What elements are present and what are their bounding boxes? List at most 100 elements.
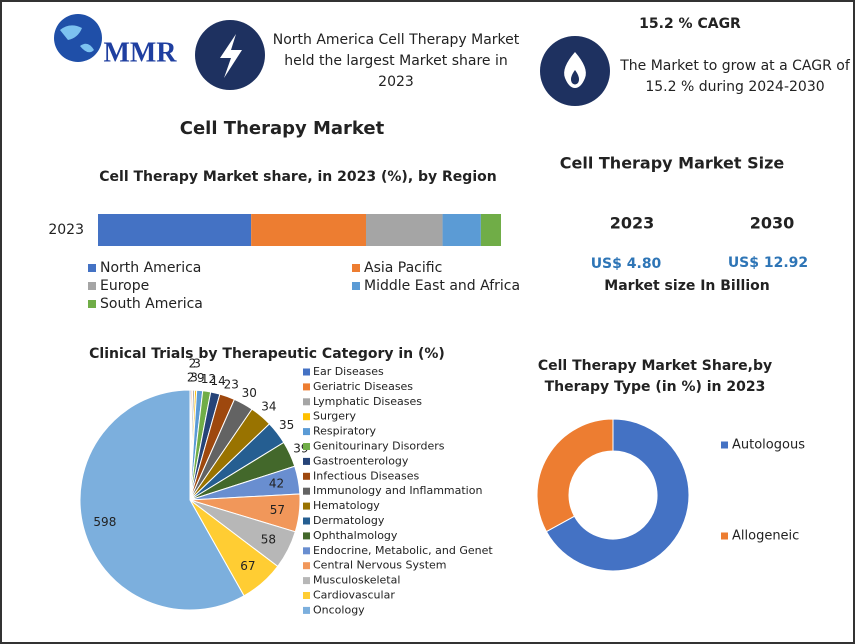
logo-text: MMR: [103, 37, 177, 68]
chart-title: Clinical Trials by Therapeutic Category …: [89, 346, 445, 362]
legend-label: Genitourinary Disorders: [313, 440, 445, 453]
legend-swatch: [303, 428, 310, 436]
legend-label: Immunology and Inflammation: [313, 484, 482, 497]
donut-slice: [536, 418, 614, 533]
legend-label: Respiratory: [313, 425, 377, 438]
legend-swatch: [303, 606, 310, 614]
legend-label: Endocrine, Metabolic, and Genet: [313, 544, 493, 557]
highlight-icon: [195, 20, 265, 90]
legend-swatch: [303, 413, 310, 421]
legend-swatch: [303, 368, 310, 376]
legend-swatch: [303, 517, 310, 525]
legend-swatch: [352, 264, 360, 272]
cagr-icon: [540, 36, 610, 106]
highlight-line: 2023: [378, 74, 414, 90]
legend-swatch: [721, 532, 728, 540]
legend-label: Cardiovascular: [313, 589, 395, 602]
legend-swatch: [303, 472, 310, 480]
market-size-title: Cell Therapy Market Size: [560, 154, 785, 173]
legend-label: Ear Diseases: [313, 365, 384, 378]
cagr-text: The Market to grow at a CAGR of: [619, 58, 851, 74]
globe: [54, 14, 102, 62]
pie-slice: [79, 389, 245, 611]
legend-label: Surgery: [313, 410, 357, 423]
legend-swatch: [303, 398, 310, 406]
legend-swatch: [303, 577, 310, 585]
data-label: 9: [197, 371, 205, 385]
legend-swatch: [303, 487, 310, 495]
legend-swatch: [303, 457, 310, 465]
bar-segment: [442, 214, 481, 246]
legend-label: Ophthalmology: [313, 529, 398, 542]
cagr-title: 15.2 % CAGR: [639, 16, 741, 32]
legend-swatch: [88, 282, 96, 290]
year: 2030: [750, 214, 795, 233]
legend-label: Europe: [100, 278, 149, 294]
flame: [564, 52, 586, 88]
data-label: 2: [187, 371, 195, 385]
highlight-line: held the largest Market share in: [284, 53, 507, 69]
legend-swatch: [303, 562, 310, 570]
legend-label: Asia Pacific: [364, 260, 442, 276]
legend-label: Middle East and Africa: [364, 278, 520, 294]
legend-swatch: [303, 532, 310, 540]
data-label: 12: [201, 372, 216, 386]
chart-title: Therapy Type (in %) in 2023: [545, 379, 766, 395]
year: 2023: [610, 214, 655, 233]
data-label: 34: [261, 399, 276, 413]
market-note: Market size In Billion: [604, 278, 769, 294]
legend-swatch: [303, 383, 310, 391]
legend-label: Oncology: [313, 603, 365, 616]
legend-swatch: [303, 502, 310, 510]
category-label: 2023: [48, 222, 84, 238]
data-label: 30: [242, 386, 257, 400]
legend-swatch: [303, 592, 310, 599]
legend-label: Allogeneic: [732, 529, 799, 544]
data-label: 14: [210, 374, 225, 388]
data-label: 23: [224, 378, 239, 392]
legend-swatch: [352, 282, 360, 290]
data-label: 58: [261, 532, 276, 546]
legend-swatch: [303, 443, 310, 450]
cagr-text: 15.2 % during 2024-2030: [645, 79, 824, 95]
highlight-line: North America Cell Therapy Market: [273, 32, 520, 48]
data-label: 2: [189, 357, 197, 371]
legend-swatch: [303, 547, 310, 555]
bar-segment: [251, 214, 366, 246]
data-label: 35: [279, 418, 294, 432]
bar-segment: [98, 214, 252, 246]
data-label: 598: [93, 515, 116, 529]
legend-swatch: [88, 264, 96, 272]
legend-label: Geriatric Diseases: [313, 380, 413, 393]
data-label: 67: [240, 559, 255, 573]
chart-title: Cell Therapy Market share, in 2023 (%), …: [99, 169, 496, 185]
chart-title: Cell Therapy Market Share,by: [538, 358, 772, 374]
legend-label: Hematology: [313, 499, 380, 512]
legend-swatch: [721, 441, 728, 449]
bar-segment: [480, 214, 501, 246]
legend-label: Central Nervous System: [313, 559, 447, 572]
donut-slice: [545, 418, 690, 572]
bolt: [220, 34, 242, 78]
data-label: 3: [193, 357, 201, 371]
market-value: US$ 12.92: [728, 255, 808, 271]
market-value: US$ 4.80: [591, 256, 662, 272]
legend-label: Dermatology: [313, 514, 385, 527]
icon-circle: [540, 36, 610, 106]
logo: MMR: [54, 14, 177, 68]
legend-label: Infectious Diseases: [313, 469, 419, 482]
legend-label: Lymphatic Diseases: [313, 395, 422, 408]
data-label: 3: [190, 371, 198, 385]
legend-label: Autologous: [732, 438, 805, 453]
data-label: 42: [269, 476, 284, 490]
legend-label: Gastroenterology: [313, 454, 409, 467]
data-label: 57: [270, 503, 285, 517]
main-title: Cell Therapy Market: [180, 118, 385, 139]
globe-land: [60, 25, 94, 53]
legend-label: South America: [100, 296, 203, 312]
legend-swatch: [88, 300, 96, 308]
bar-segment: [365, 214, 443, 246]
legend-label: Musculoskeletal: [313, 574, 400, 587]
legend-label: North America: [100, 260, 201, 276]
